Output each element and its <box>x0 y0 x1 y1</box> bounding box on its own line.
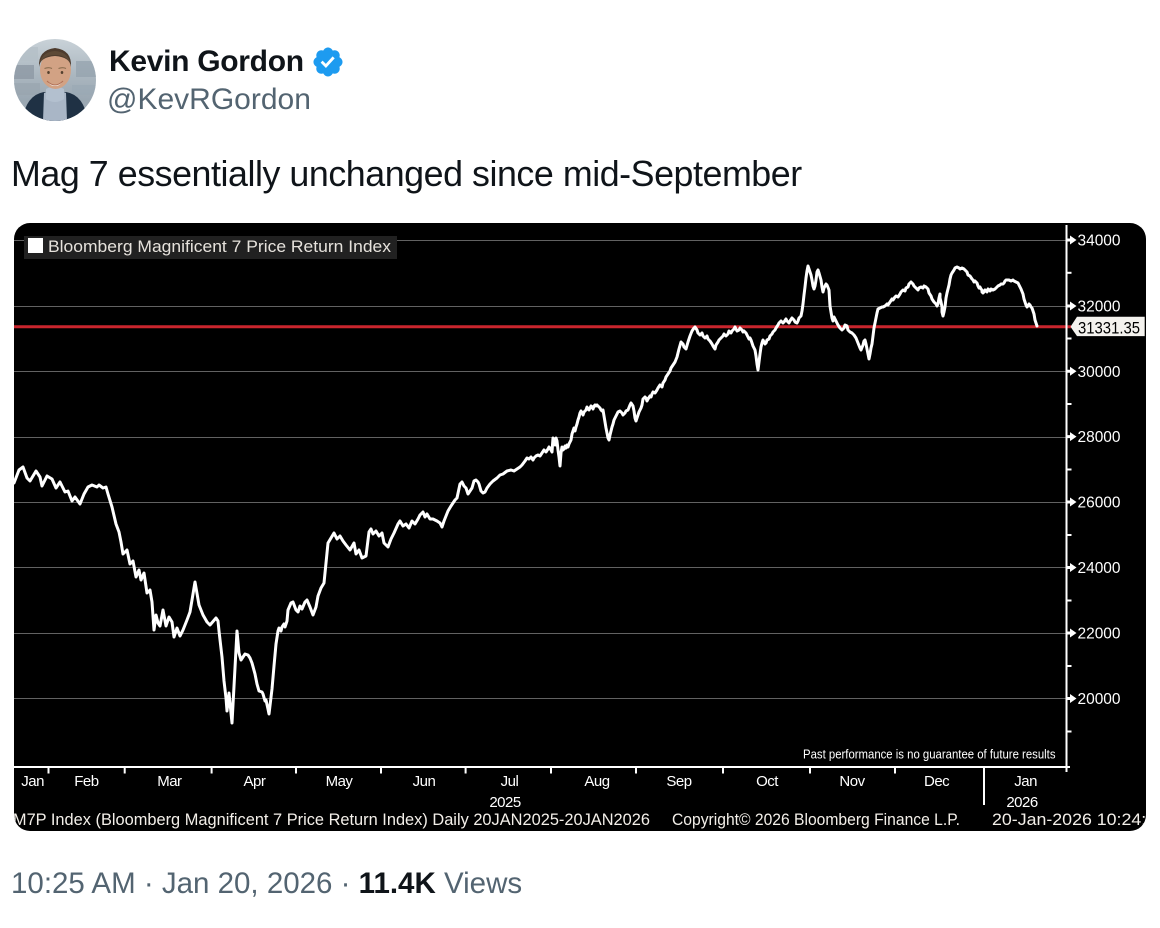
svg-text:Jan: Jan <box>21 773 44 790</box>
svg-text:30000: 30000 <box>1078 364 1121 381</box>
svg-text:31331.35: 31331.35 <box>1078 318 1140 337</box>
svg-text:2025: 2025 <box>489 794 521 811</box>
svg-text:24000: 24000 <box>1078 560 1121 577</box>
svg-text:Apr: Apr <box>243 773 265 790</box>
svg-text:Nov: Nov <box>839 773 865 790</box>
svg-text:26000: 26000 <box>1078 495 1121 512</box>
svg-text:Oct: Oct <box>756 773 779 790</box>
svg-text:Jun: Jun <box>413 773 436 790</box>
svg-text:Copyright© 2026 Bloomberg Fina: Copyright© 2026 Bloomberg Finance L.P. <box>672 811 960 829</box>
svg-text:Bloomberg Magnificent 7 Price: Bloomberg Magnificent 7 Price Return Ind… <box>48 238 392 256</box>
svg-text:Sep: Sep <box>666 773 691 790</box>
svg-text:20000: 20000 <box>1078 691 1121 708</box>
svg-text:28000: 28000 <box>1078 429 1121 446</box>
svg-text:Aug: Aug <box>584 773 609 790</box>
svg-text:20-Jan-2026 10:24:50: 20-Jan-2026 10:24:50 <box>992 811 1146 829</box>
svg-text:Past performance is no guarant: Past performance is no guarantee of futu… <box>803 748 1056 762</box>
svg-text:Dec: Dec <box>924 773 950 790</box>
svg-text:32000: 32000 <box>1078 299 1121 316</box>
svg-text:May: May <box>326 773 354 790</box>
svg-text:BM7P Index (Bloomberg Magnific: BM7P Index (Bloomberg Magnificent 7 Pric… <box>14 811 650 829</box>
svg-text:2026: 2026 <box>1006 794 1038 811</box>
svg-text:Mar: Mar <box>157 773 182 790</box>
svg-text:22000: 22000 <box>1078 626 1121 643</box>
svg-text:Jan: Jan <box>1014 773 1037 790</box>
svg-text:34000: 34000 <box>1078 233 1121 250</box>
svg-text:Jul: Jul <box>501 773 519 790</box>
svg-text:Feb: Feb <box>74 773 99 790</box>
